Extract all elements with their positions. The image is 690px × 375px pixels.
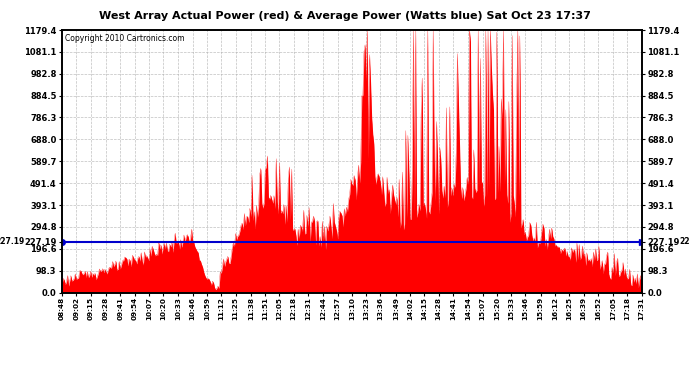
Text: West Array Actual Power (red) & Average Power (Watts blue) Sat Oct 23 17:37: West Array Actual Power (red) & Average … bbox=[99, 11, 591, 21]
Text: 227.19: 227.19 bbox=[0, 237, 24, 246]
Text: 227.19: 227.19 bbox=[680, 237, 690, 246]
Text: Copyright 2010 Cartronics.com: Copyright 2010 Cartronics.com bbox=[65, 34, 184, 43]
